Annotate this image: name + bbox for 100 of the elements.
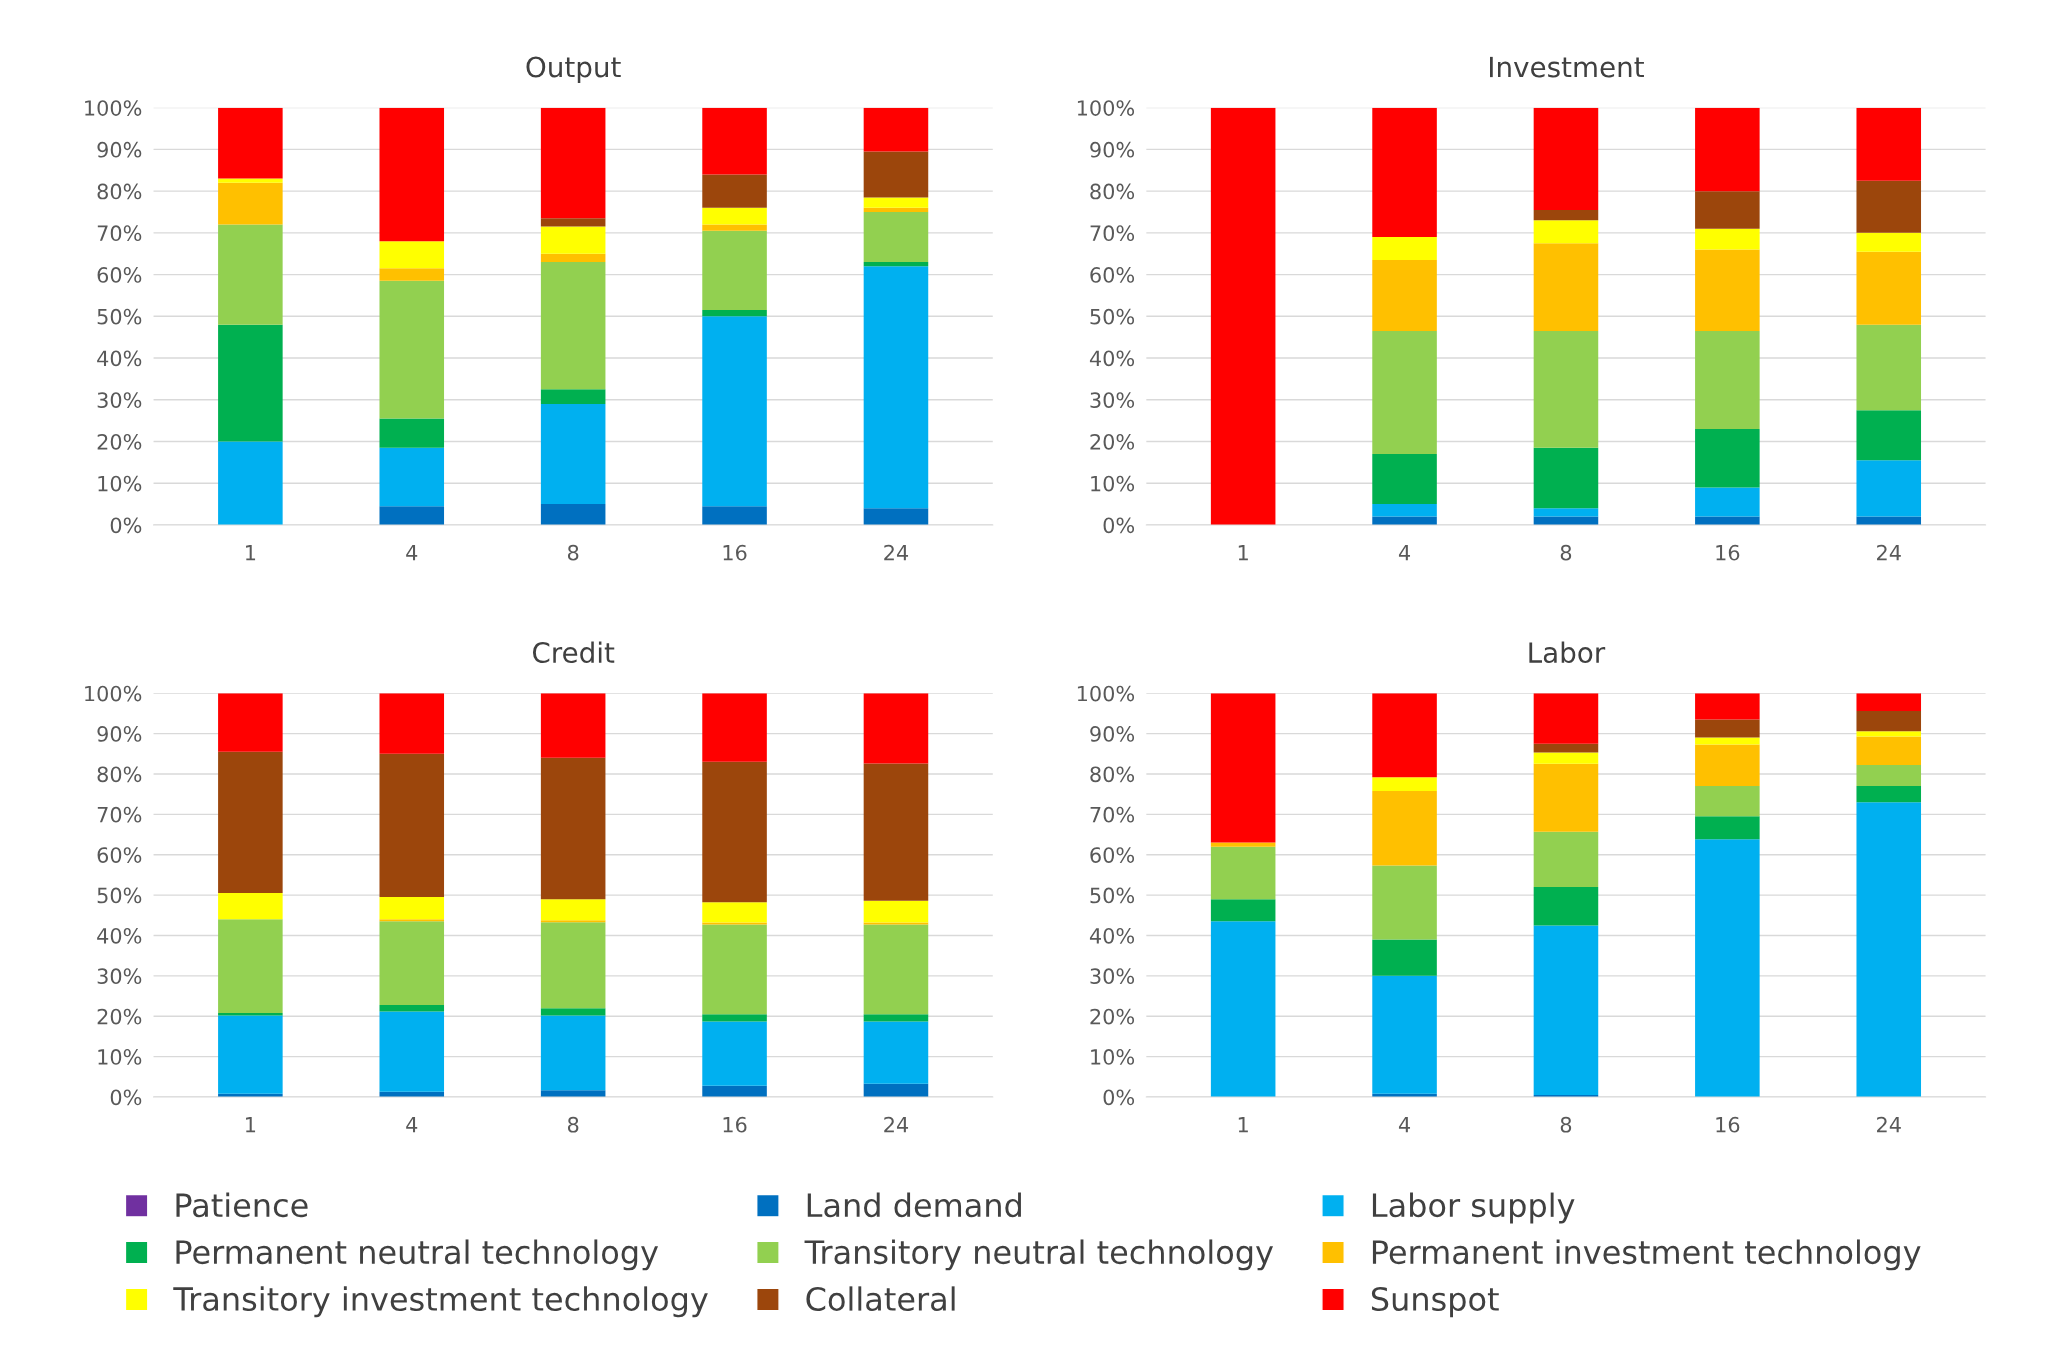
bar — [1856, 786, 1922, 803]
legend-label: Sunspot — [1371, 1286, 1499, 1318]
bar — [1856, 693, 1922, 711]
bar — [702, 316, 767, 507]
bar — [1856, 731, 1922, 737]
bar — [702, 922, 767, 925]
bar — [218, 751, 283, 894]
bar — [1856, 180, 1922, 233]
bar — [1372, 939, 1437, 976]
bar — [1695, 487, 1760, 517]
bar — [863, 207, 929, 212]
y-tick-label: 100% — [85, 685, 142, 702]
x-tick-label: 24 — [1877, 1116, 1901, 1133]
x-tick-label: 16 — [1716, 1116, 1740, 1133]
x-tick-label: 8 — [567, 1116, 579, 1133]
bar — [218, 107, 283, 179]
chart-title: Output — [526, 56, 621, 83]
y-tick-label: 30% — [97, 392, 142, 408]
bar — [863, 763, 929, 901]
bar — [702, 761, 767, 903]
bar — [702, 924, 767, 1015]
x-tick-label: 24 — [1877, 544, 1901, 561]
y-tick-label: 40% — [97, 350, 142, 367]
bar — [1856, 460, 1922, 517]
legend-label: Patience — [176, 1192, 308, 1218]
bar — [702, 506, 767, 525]
bar — [540, 504, 606, 525]
bar — [218, 324, 283, 442]
bar — [540, 253, 606, 263]
bar — [379, 268, 445, 281]
legend-label: Land demand — [807, 1192, 1021, 1218]
bar — [540, 226, 606, 254]
bar — [1533, 220, 1599, 244]
bar — [540, 899, 606, 921]
bar — [218, 178, 283, 183]
bar — [540, 693, 606, 758]
bar — [1533, 887, 1599, 926]
y-tick-label: 80% — [1090, 183, 1135, 200]
bar — [540, 218, 606, 227]
y-tick-label: 90% — [1090, 141, 1135, 158]
bar — [1856, 410, 1922, 461]
bar — [702, 902, 767, 923]
bar — [1695, 719, 1760, 738]
x-tick-label: 4 — [1398, 1117, 1411, 1133]
bar — [1695, 693, 1760, 720]
bar — [1372, 865, 1437, 940]
bar — [540, 920, 606, 923]
y-tick-label: 0% — [1103, 1089, 1135, 1106]
bar — [702, 693, 767, 762]
legend-label: Transitory neutral technology — [804, 1239, 1274, 1271]
bar — [1210, 842, 1276, 847]
chart-title: Credit — [532, 641, 615, 664]
y-tick-label: 20% — [1090, 433, 1135, 450]
y-tick-label: 60% — [1090, 847, 1135, 863]
bar — [1372, 330, 1437, 455]
bar — [1856, 107, 1922, 181]
y-tick-label: 30% — [1090, 392, 1135, 408]
bar — [1372, 790, 1437, 866]
bar — [1533, 752, 1599, 764]
y-tick-label: 50% — [97, 887, 142, 904]
bar — [1533, 243, 1599, 331]
bar — [1372, 777, 1437, 791]
chart-title: Labor — [1529, 641, 1606, 664]
bar — [1856, 802, 1922, 1097]
bar — [1695, 107, 1760, 192]
bar — [1533, 831, 1599, 888]
bar — [1856, 765, 1922, 787]
bar — [863, 924, 929, 1015]
bar — [379, 506, 445, 525]
bar — [540, 1015, 606, 1091]
y-tick-label: 30% — [97, 968, 142, 985]
bar — [1210, 921, 1276, 1097]
bar — [863, 107, 929, 152]
bar — [379, 418, 445, 448]
x-tick-label: 24 — [884, 1116, 909, 1133]
y-tick-label: 10% — [1091, 1049, 1135, 1065]
bar — [1372, 454, 1437, 505]
y-tick-label: 20% — [97, 1008, 142, 1025]
bar — [702, 174, 767, 208]
legend-label: Labor supply — [1372, 1192, 1575, 1224]
y-tick-label: 70% — [97, 806, 142, 823]
bar — [1695, 744, 1760, 787]
y-tick-label: 90% — [97, 141, 142, 158]
y-tick-label: 100% — [85, 100, 142, 116]
y-tick-label: 0% — [1103, 517, 1135, 534]
bar — [863, 151, 929, 198]
bar — [379, 1004, 445, 1012]
bar — [379, 919, 445, 922]
y-tick-label: 10% — [98, 1049, 142, 1065]
bar — [1695, 839, 1760, 1097]
bar — [1533, 693, 1599, 744]
bar — [863, 900, 929, 923]
bar — [863, 212, 929, 263]
legend-label: Collateral — [806, 1286, 955, 1312]
bar — [1856, 251, 1922, 325]
y-tick-label: 90% — [97, 726, 142, 742]
bar — [1533, 209, 1599, 221]
bar — [218, 1015, 283, 1094]
x-tick-label: 8 — [567, 544, 579, 561]
bar — [1533, 743, 1599, 753]
